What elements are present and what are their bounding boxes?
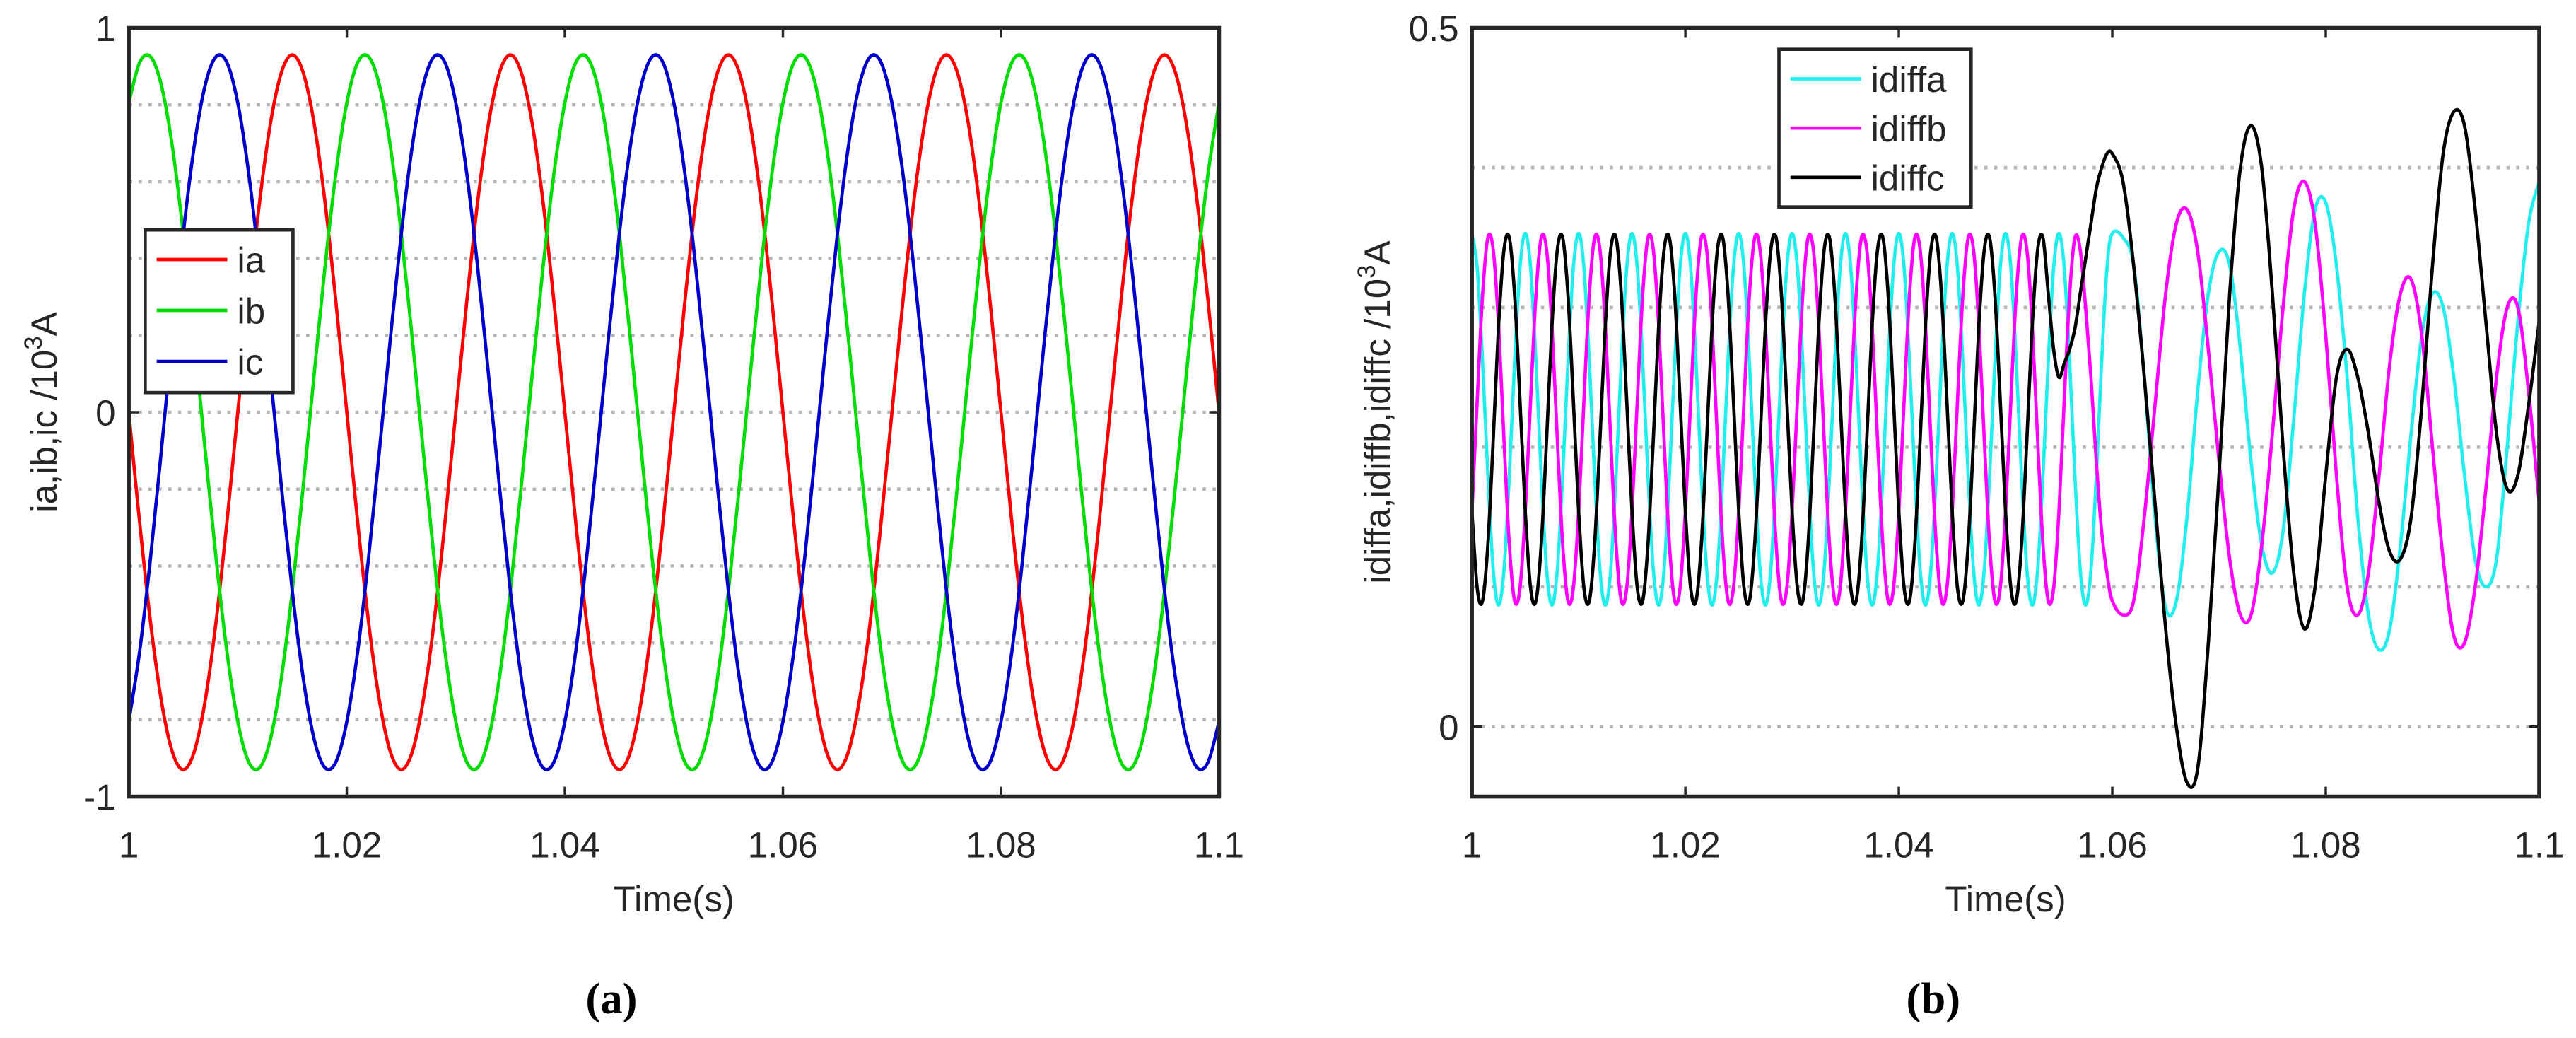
x-axis-label: Time(s) — [1945, 879, 2066, 919]
series-line — [129, 53, 1219, 771]
y-axis-label-part: 3 — [20, 336, 47, 349]
legend-label: ic — [237, 342, 263, 383]
y-tick-label: 0 — [1439, 707, 1458, 747]
y-tick-label: 0 — [95, 393, 115, 433]
legend: idiffa idiffb idiffc — [1777, 47, 1973, 209]
legend-label: idiffb — [1871, 109, 1947, 149]
x-tick-label: 1 — [1462, 824, 1482, 865]
y-axis-label-part: A — [24, 312, 64, 336]
series-line — [129, 53, 1219, 771]
x-tick-label: 1.1 — [1194, 824, 1244, 865]
legend-label: ia — [237, 240, 265, 281]
caption: (a) — [585, 974, 637, 1023]
legend-label: idiffc — [1871, 158, 1945, 198]
axes: 1 1.02 1.04 1.06 1.08 1.1 0 0.5 Time(s) idiffa,id… — [1353, 8, 2564, 919]
plot-area — [1472, 28, 2539, 797]
x-tick-label: 1.08 — [2290, 824, 2360, 865]
caption: (b) — [1907, 974, 1961, 1023]
x-tick-label: 1.1 — [2514, 824, 2564, 865]
legend-label: ib — [237, 291, 265, 332]
axes-frame — [1470, 25, 2541, 799]
x-tick-label: 1.04 — [529, 824, 599, 865]
y-axis-label-part: idiffa,idiffb,idiffc /10 — [1357, 279, 1398, 584]
series-line — [1472, 180, 2539, 650]
series-line — [1472, 181, 2539, 652]
plot-lines — [1472, 107, 2539, 789]
x-tick-label: 1.06 — [2077, 824, 2147, 865]
y-axis-label-part: 3 — [1353, 264, 1381, 278]
x-tick-label: 1.04 — [1863, 824, 1933, 865]
y-axis-label: ia,ib,ic /103A — [20, 312, 64, 513]
x-tick-label: 1.02 — [312, 824, 382, 865]
x-tick-label: 1 — [119, 824, 139, 865]
x-tick-label: 1.02 — [1650, 824, 1720, 865]
x-axis-label: Time(s) — [614, 879, 734, 919]
legend-label: idiffa — [1871, 59, 1948, 100]
y-axis-label-part: A — [1357, 240, 1398, 264]
y-tick-label: 0.5 — [1409, 8, 1459, 49]
series-line — [1472, 107, 2539, 789]
y-axis-label: idiffa,idiffb,idiffc /103A — [1353, 240, 1398, 583]
series-line — [129, 53, 1219, 771]
y-axis-label-part: ia,ib,ic /10 — [24, 350, 64, 513]
y-tick-label: -1 — [83, 777, 115, 817]
plot-lines — [129, 53, 1219, 771]
legend: ia ib ic — [144, 228, 295, 395]
y-tick-label: 1 — [95, 8, 115, 49]
x-tick-label: 1.06 — [748, 824, 818, 865]
axes: 1 1.02 1.04 1.06 1.08 1.1 -1 0 1 Time(s) ia,ib,ic … — [20, 8, 1244, 919]
x-tick-label: 1.08 — [966, 824, 1036, 865]
